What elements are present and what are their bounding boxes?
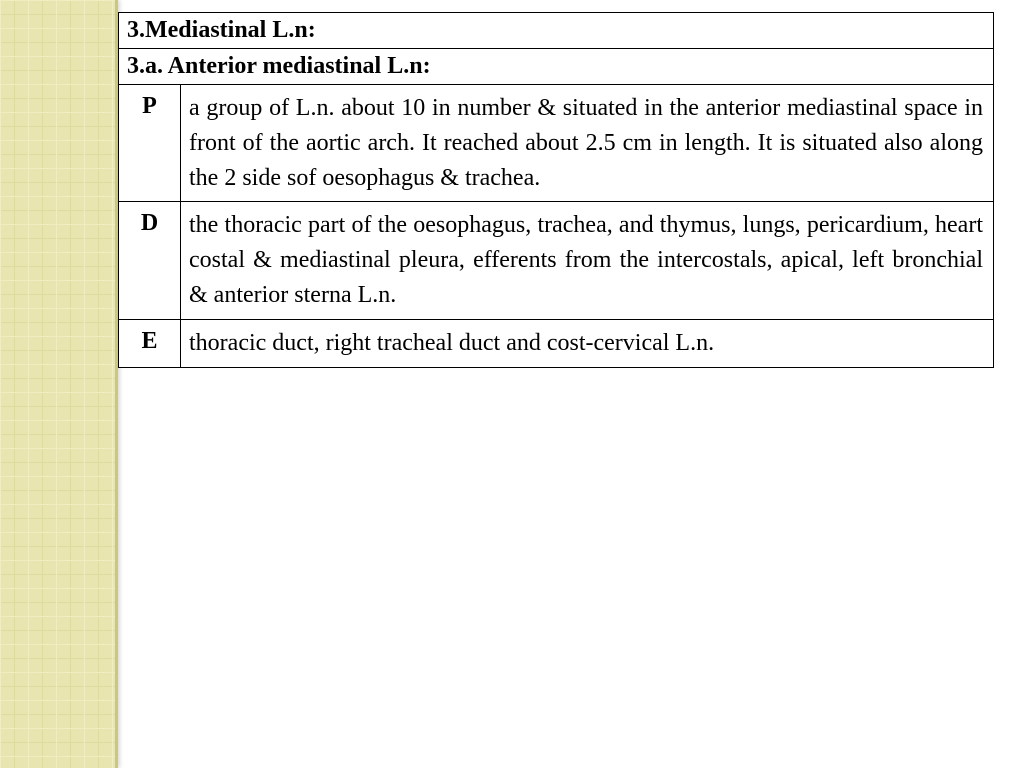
- table-row: D the thoracic part of the oesophagus, t…: [119, 202, 994, 319]
- row-letter: D: [119, 202, 181, 319]
- lymph-node-table: 3.Mediastinal L.n: 3.a. Anterior mediast…: [118, 12, 994, 368]
- table-row: E thoracic duct, right tracheal duct and…: [119, 319, 994, 367]
- content-area: 3.Mediastinal L.n: 3.a. Anterior mediast…: [118, 12, 994, 368]
- decorative-sidebar: [0, 0, 118, 768]
- row-letter: P: [119, 85, 181, 202]
- row-letter: E: [119, 319, 181, 367]
- subsection-header: 3.a. Anterior mediastinal L.n:: [119, 49, 994, 85]
- table-row: P a group of L.n. about 10 in number & s…: [119, 85, 994, 202]
- row-description: thoracic duct, right tracheal duct and c…: [181, 319, 994, 367]
- section-header: 3.Mediastinal L.n:: [119, 13, 994, 49]
- row-description: a group of L.n. about 10 in number & sit…: [181, 85, 994, 202]
- row-description: the thoracic part of the oesophagus, tra…: [181, 202, 994, 319]
